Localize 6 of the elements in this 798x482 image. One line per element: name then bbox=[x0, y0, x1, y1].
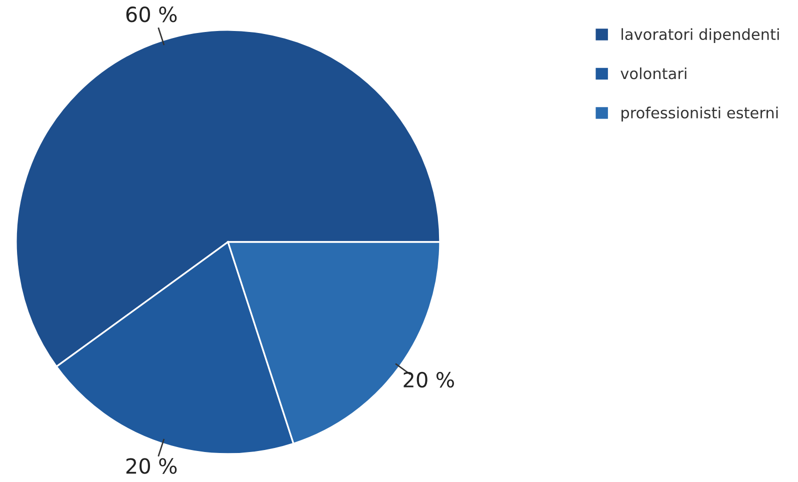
legend-label: volontari bbox=[620, 67, 686, 80]
legend-label: professionisti esterni bbox=[622, 106, 778, 122]
data-label: 20 % bbox=[126, 458, 177, 474]
legend-label: lavoratori dipendenti bbox=[622, 28, 779, 43]
data-label: 60 % bbox=[126, 6, 177, 22]
data-label: 20 % bbox=[404, 372, 454, 388]
